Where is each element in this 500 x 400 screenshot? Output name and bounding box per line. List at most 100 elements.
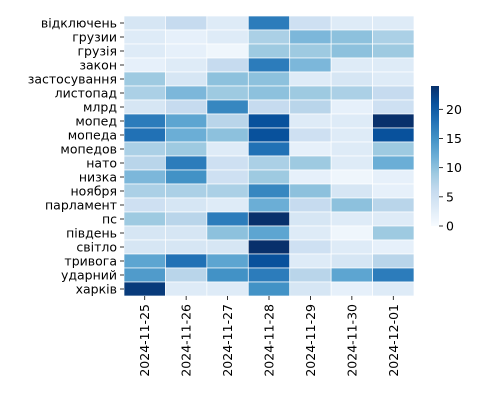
heatmap-cell	[206, 281, 249, 297]
y-tick-label: пс	[102, 212, 117, 227]
heatmap-cell	[206, 43, 249, 59]
heatmap-cell	[247, 113, 291, 129]
heatmap-cell	[123, 57, 166, 73]
heatmap-cell	[206, 211, 249, 227]
heatmap-cell	[289, 183, 332, 199]
heatmap-cell	[165, 113, 208, 129]
x-tick-label: 2024-11-27	[220, 304, 235, 377]
y-tick-label: нато	[86, 156, 117, 171]
heatmap-cell	[123, 253, 166, 269]
heatmap-cell	[330, 127, 373, 143]
heatmap-cell	[206, 113, 249, 129]
heatmap-cell	[123, 281, 166, 297]
heatmap-cell	[372, 127, 415, 143]
heatmap-cell	[206, 57, 249, 73]
heatmap-cell	[247, 169, 291, 185]
heatmap-cell	[330, 239, 373, 255]
heatmap-cell	[330, 183, 373, 199]
heatmap-cell	[165, 15, 208, 31]
heatmap-cell	[289, 169, 332, 185]
heatmap-cell	[123, 113, 166, 129]
heatmap-cell	[123, 155, 166, 171]
heatmap-cell	[289, 85, 332, 101]
heatmap-cell	[372, 281, 415, 297]
heatmap-cell	[123, 267, 166, 283]
heatmap-cell	[206, 99, 249, 115]
heatmap-cell	[247, 281, 291, 297]
heatmap-cell	[247, 155, 291, 171]
heatmap-cell	[372, 267, 415, 283]
heatmap-cell	[372, 183, 415, 199]
heatmap-cell	[289, 267, 332, 283]
heatmap-cell	[330, 85, 373, 101]
heatmap-cell	[330, 15, 373, 31]
heatmap-cell	[247, 211, 291, 227]
y-tick-label: південь	[66, 226, 117, 241]
y-tick-label: низка	[79, 170, 117, 185]
colorbar-tick-label: 5	[446, 189, 454, 204]
heatmap-cell	[123, 197, 166, 213]
heatmap-cell	[165, 183, 208, 199]
heatmap-cell	[165, 281, 208, 297]
heatmap-cell	[123, 85, 166, 101]
heatmap-cell	[372, 113, 415, 129]
heatmap-cell	[372, 43, 415, 59]
heatmap-cell	[165, 43, 208, 59]
heatmap-cell	[330, 99, 373, 115]
heatmap-cell	[206, 239, 249, 255]
heatmap-cell	[330, 71, 373, 87]
heatmap-cell	[206, 127, 249, 143]
heatmap-cell	[289, 225, 332, 241]
heatmap-cell	[247, 43, 291, 59]
x-axis-ticks: 2024-11-25 2024-11-26 2024-11-27 2024-11-28…	[137, 296, 401, 377]
heatmap-cell	[206, 85, 249, 101]
heatmap-cell	[372, 15, 415, 31]
heatmap-cell	[289, 211, 332, 227]
colorbar-tick-label: 20	[446, 102, 462, 117]
heatmap-cell	[123, 99, 166, 115]
y-tick-label: харків	[76, 282, 117, 297]
heatmap-cell	[289, 29, 332, 45]
heatmap-cell	[123, 225, 166, 241]
heatmap-cell	[247, 183, 291, 199]
heatmap-cell	[372, 211, 415, 227]
heatmap-cell	[165, 267, 208, 283]
heatmap-cell	[247, 127, 291, 143]
y-tick-label: ударний	[61, 268, 117, 283]
heatmap-cell	[206, 225, 249, 241]
x-tick-label: 2024-11-26	[179, 304, 194, 377]
heatmap-cell	[165, 127, 208, 143]
heatmap-cell	[330, 281, 373, 297]
heatmap-cell	[206, 197, 249, 213]
heatmap-cell	[289, 71, 332, 87]
heatmap-cell	[165, 99, 208, 115]
x-tick-label: 2024-11-29	[303, 304, 318, 377]
y-tick-label: закон	[79, 58, 117, 73]
heatmap-cell	[330, 197, 373, 213]
colorbar-tick-label: 10	[446, 160, 462, 175]
heatmap-cell	[247, 253, 291, 269]
heatmap-cell	[206, 253, 249, 269]
y-tick-label: світло	[76, 240, 117, 255]
colorbar-tick-label: 0	[446, 219, 454, 234]
y-tick-label: ноября	[70, 184, 117, 199]
heatmap-cell	[247, 29, 291, 45]
heatmap-cell	[372, 197, 415, 213]
heatmap-cell	[165, 141, 208, 157]
heatmap-cell	[123, 15, 166, 31]
heatmap-cell	[372, 29, 415, 45]
heatmap-cell	[165, 197, 208, 213]
heatmap-cell	[206, 15, 249, 31]
heatmap-cell	[123, 71, 166, 87]
y-tick-label: мопедов	[60, 142, 117, 157]
heatmap-cell	[289, 57, 332, 73]
heatmap-cell	[289, 15, 332, 31]
y-tick-label: мопед	[75, 114, 117, 129]
y-tick-label: листопад	[55, 86, 117, 101]
heatmap-cell	[372, 71, 415, 87]
heatmap-cell	[165, 155, 208, 171]
heatmap-cell	[165, 71, 208, 87]
heatmap-cell	[372, 85, 415, 101]
heatmap-cell	[247, 71, 291, 87]
heatmap-cell	[247, 99, 291, 115]
